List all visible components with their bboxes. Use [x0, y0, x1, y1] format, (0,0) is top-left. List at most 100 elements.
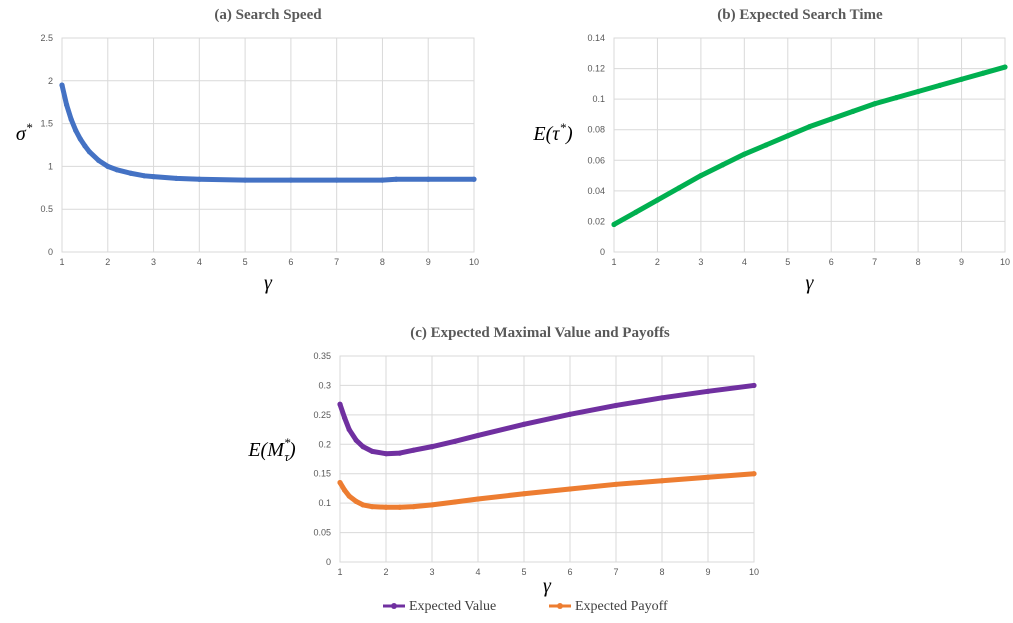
x-tick-label: 3 [429, 567, 434, 577]
x-tick-label: 2 [655, 257, 660, 267]
x-tick-label: 1 [611, 257, 616, 267]
data-point [77, 136, 83, 142]
y-axis-label: E(τ*) [532, 120, 573, 145]
y-tick-label: 0.2 [318, 439, 331, 449]
data-point [411, 447, 417, 453]
x-tick-label: 10 [749, 567, 759, 577]
data-point [342, 487, 348, 493]
data-point [105, 163, 111, 169]
data-point [73, 127, 79, 134]
data-point [128, 170, 134, 176]
y-tick-label: 0.1 [592, 94, 605, 104]
data-point [1002, 64, 1008, 70]
legend-entry: Expected Value [409, 599, 496, 614]
data-point [676, 185, 682, 191]
y-tick-label: 1.5 [40, 119, 53, 129]
data-point [720, 162, 726, 168]
x-tick-label: 10 [1000, 257, 1010, 267]
data-point [346, 493, 352, 499]
y-tick-label: 0.04 [587, 186, 605, 196]
y-tick-label: 0.02 [587, 216, 605, 226]
chart-c: 1 2 3 4 5 6 7 8 9 10 0 0.05 0.1 0.15 0.2 0.25 0.3 0.35 (c)… [247, 325, 759, 614]
x-tick-label: 9 [705, 567, 710, 577]
x-axis-label: γ [264, 272, 273, 294]
y-tick-label: 0 [600, 247, 605, 257]
data-point [654, 197, 661, 203]
data-point [342, 415, 348, 421]
data-point [346, 426, 352, 433]
data-point [383, 451, 389, 457]
data-point [763, 142, 769, 148]
x-tick-label: 5 [785, 257, 790, 267]
data-point [567, 411, 573, 417]
data-point [741, 151, 747, 157]
data-point [337, 479, 343, 486]
y-axis-label: σ* [16, 120, 33, 145]
data-point [633, 209, 639, 215]
x-tick-label: 8 [659, 567, 664, 577]
data-point [411, 504, 417, 510]
x-tick-label: 7 [334, 257, 339, 267]
legend-entry: Expected Payoff [575, 599, 668, 614]
data-point [429, 502, 435, 508]
legend: Expected Value Expected Payoff [383, 599, 668, 614]
data-point [379, 177, 386, 183]
y-tick-label: 0.25 [313, 410, 331, 420]
x-tick-label: 9 [426, 257, 431, 267]
y-tick-label: 0.3 [318, 380, 331, 390]
y-tick-label: 0.35 [313, 351, 331, 361]
data-point [96, 157, 102, 164]
data-point [611, 221, 617, 228]
x-tick-label: 8 [380, 257, 385, 267]
data-point [828, 116, 834, 122]
chart-title: (a) Search Speed [214, 7, 322, 23]
data-point [353, 437, 359, 443]
data-point [429, 444, 435, 450]
data-point [475, 432, 481, 439]
x-tick-label: 9 [959, 257, 964, 267]
plot-frame [61, 37, 475, 253]
plot-frame [339, 355, 755, 563]
data-point [872, 101, 878, 107]
data-point [141, 173, 147, 179]
data-point [475, 496, 481, 502]
data-point [369, 504, 375, 510]
data-point [915, 88, 921, 95]
x-tick-label: 7 [613, 567, 618, 577]
x-tick-label: 5 [521, 567, 526, 577]
data-point [242, 177, 248, 183]
data-point [397, 450, 403, 456]
data-point [698, 172, 704, 179]
data-point [425, 176, 431, 182]
data-point [850, 108, 856, 114]
data-point [567, 486, 573, 492]
data-point [471, 176, 477, 182]
data-point [334, 177, 340, 183]
y-tick-label: 2.5 [40, 33, 53, 43]
data-point [958, 76, 965, 82]
x-axis-label: γ [806, 272, 815, 294]
x-tick-label: 4 [475, 567, 480, 577]
data-point [383, 504, 389, 510]
data-point [751, 471, 757, 477]
x-tick-label: 2 [383, 567, 388, 577]
data-point [353, 498, 359, 504]
data-point [452, 438, 458, 444]
data-point [59, 82, 65, 88]
legend-marker [391, 603, 397, 609]
data-point [452, 499, 458, 505]
data-point [806, 124, 813, 130]
data-point [397, 504, 403, 510]
data-point [785, 133, 791, 139]
data-point [613, 402, 619, 409]
data-point [659, 395, 665, 401]
data-point [980, 70, 986, 76]
x-tick-label: 6 [288, 257, 293, 267]
data-point [659, 478, 665, 484]
x-tick-label: 6 [567, 567, 572, 577]
chart-a: 1 2 3 4 5 6 7 8 9 10 0 0.5 1 1.5 2 2.5 (a) Search Speed γ… [16, 7, 479, 294]
x-tick-label: 2 [105, 257, 110, 267]
y-tick-label: 0.08 [587, 125, 605, 135]
data-point [63, 102, 70, 108]
data-point [68, 116, 74, 122]
